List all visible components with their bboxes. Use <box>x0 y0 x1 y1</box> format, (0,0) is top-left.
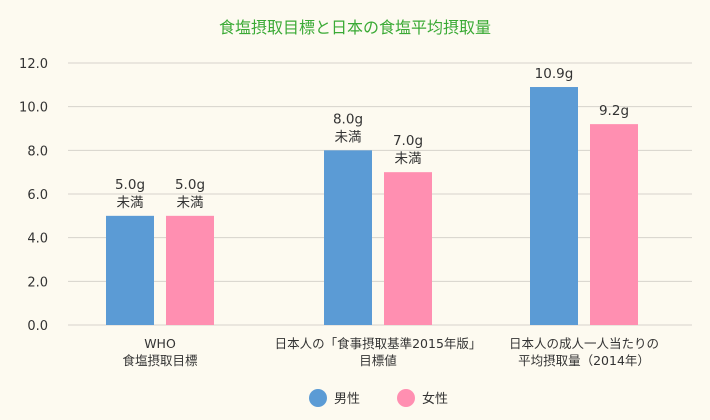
data-label: 7.0g <box>393 133 423 149</box>
chart-title: 食塩摂取目標と日本の食塩平均摂取量 <box>219 18 491 37</box>
bar-male <box>106 215 154 325</box>
y-tick-label: 0.0 <box>27 319 48 334</box>
bars <box>106 87 638 326</box>
x-category-label: 日本人の「食事摂取基準2015年版」 <box>275 336 482 351</box>
x-category-label: WHO <box>144 336 176 351</box>
y-axis-ticks: 0.0 2.0 4.0 6.0 8.0 10.0 12.0 <box>19 57 48 334</box>
x-category-label: 平均摂取量（2014年） <box>518 353 650 368</box>
bar-female <box>384 172 432 325</box>
y-tick-label: 6.0 <box>27 188 48 203</box>
x-category-label: 日本人の成人一人当たりの <box>509 336 659 351</box>
data-label: 未満 <box>395 151 422 167</box>
legend-marker <box>309 389 327 407</box>
y-tick-label: 2.0 <box>27 275 48 290</box>
x-category-label: 食塩摂取目標 <box>122 353 198 368</box>
bar-male <box>324 150 372 325</box>
y-tick-label: 8.0 <box>27 144 48 159</box>
data-label: 9.2g <box>599 103 629 119</box>
data-label: 5.0g <box>115 177 145 193</box>
x-category-label: 目標値 <box>359 353 397 368</box>
data-label: 5.0g <box>175 177 205 193</box>
legend: 男性 女性 <box>309 389 448 407</box>
legend-label: 女性 <box>422 391 448 407</box>
y-tick-label: 4.0 <box>27 232 48 247</box>
bar-female <box>590 124 638 325</box>
bar-male <box>530 87 578 326</box>
data-label: 10.9g <box>535 66 574 82</box>
y-tick-label: 12.0 <box>19 57 48 72</box>
data-label: 未満 <box>117 195 144 211</box>
y-tick-label: 10.0 <box>19 101 48 116</box>
bar-female <box>166 215 214 325</box>
data-label: 8.0g <box>333 111 363 127</box>
x-axis-categories: WHO 食塩摂取目標 日本人の「食事摂取基準2015年版」目標値 日本人の成人一人当た… <box>122 336 659 368</box>
data-label: 未満 <box>335 129 362 145</box>
data-label: 未満 <box>177 195 204 211</box>
legend-label: 男性 <box>334 392 360 407</box>
legend-marker <box>397 389 415 407</box>
data-labels: 5.0g 未満 8.0g 未満 10.9g 5.0g 未満 7.0g 未満 9.2g <box>115 66 629 211</box>
